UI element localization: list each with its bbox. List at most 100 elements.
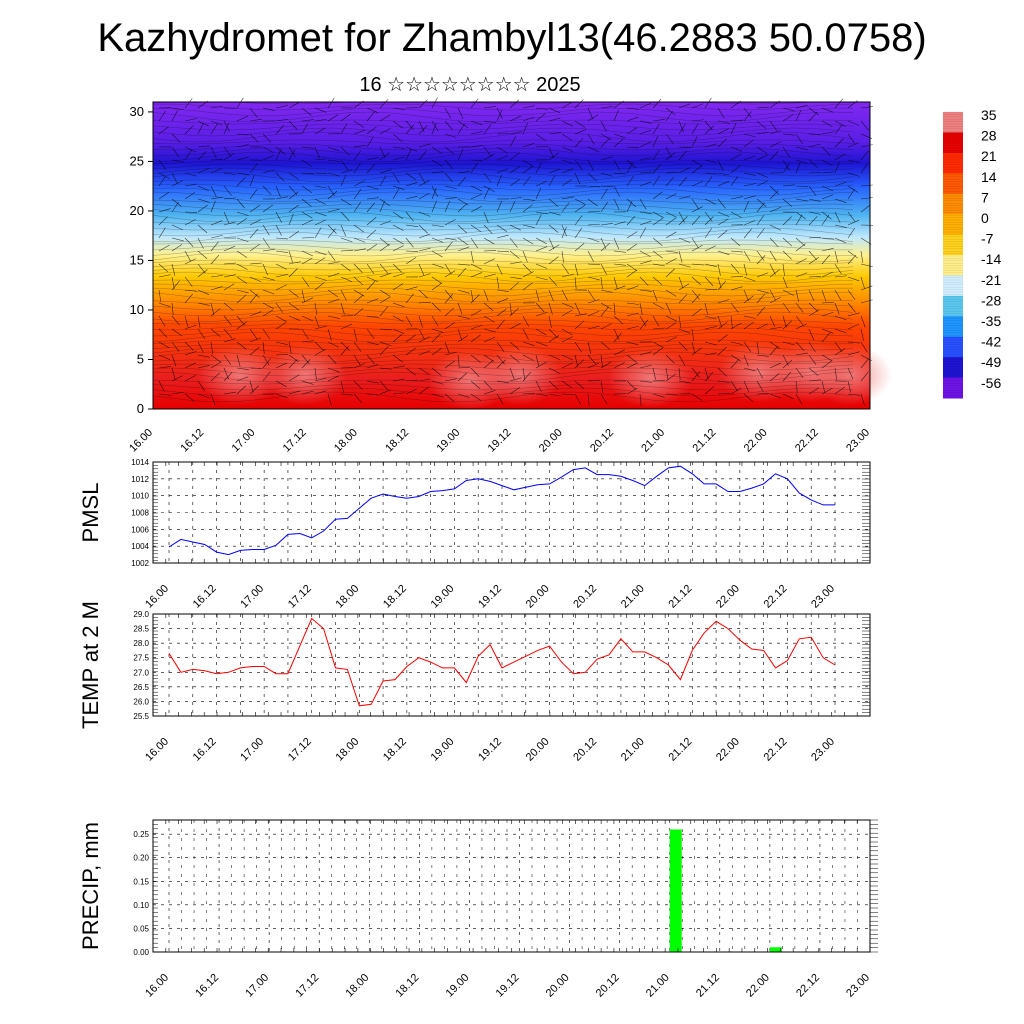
- wind-barb: [470, 380, 481, 389]
- wind-barb: [639, 157, 652, 161]
- wind-barb: [236, 97, 244, 109]
- wind-barb: [470, 185, 483, 192]
- wind-barb: [392, 188, 400, 200]
- wind-barb: [340, 211, 350, 221]
- wind-barb: [665, 250, 678, 253]
- wind-barb: [717, 128, 729, 135]
- wind-barb: [808, 289, 815, 302]
- wind-barb: [626, 285, 639, 291]
- wind-barb: [522, 367, 526, 380]
- isotherm-line: [152, 263, 854, 271]
- wind-barb: [353, 354, 361, 366]
- wind-barb: [535, 211, 548, 215]
- precip-xtick-label: 16.12: [193, 972, 221, 1000]
- wind-barb: [665, 193, 677, 200]
- wind-barb: [405, 315, 413, 327]
- wind-barb: [730, 286, 743, 291]
- wind-barb: [782, 159, 790, 171]
- wind-barb: [652, 163, 662, 174]
- wind-barb: [418, 192, 430, 200]
- wind-barb: [730, 322, 742, 330]
- wind-barb: [717, 334, 728, 343]
- wind-barb: [444, 200, 451, 213]
- wind-barb: [392, 133, 403, 142]
- wind-barb: [704, 176, 713, 187]
- wind-barb: [314, 211, 327, 217]
- wind-barb: [470, 159, 483, 162]
- wind-barb: [366, 156, 379, 161]
- wind-barb: [756, 341, 760, 354]
- isotherm-line: [152, 323, 854, 331]
- wind-barb: [626, 146, 639, 149]
- wind-barb: [847, 302, 856, 313]
- wind-barb: [288, 230, 300, 239]
- chart-title: Kazhydromet for Zhambyl13(46.2883 50.075…: [97, 16, 927, 60]
- wind-barb: [262, 154, 275, 161]
- wind-barb: [470, 130, 483, 135]
- wind-barb: [743, 133, 756, 138]
- wind-barb: [756, 367, 764, 379]
- wind-barb: [860, 184, 873, 187]
- wind-barb: [847, 380, 852, 393]
- wind-barb: [210, 220, 223, 226]
- wind-barb: [665, 211, 677, 218]
- wind-barb: [496, 354, 505, 365]
- wind-barb: [860, 106, 873, 109]
- wind-barb: [392, 146, 405, 149]
- wind-barb: [353, 248, 366, 252]
- wind-barb: [821, 271, 834, 278]
- wind-barb: [405, 347, 416, 356]
- isotherm-line: [152, 343, 854, 351]
- wind-barb: [496, 289, 509, 292]
- wind-barb: [405, 379, 418, 382]
- wind-barb: [717, 159, 724, 171]
- wind-barb: [821, 387, 833, 395]
- wind-barb: [769, 393, 782, 399]
- wind-barb: [457, 203, 467, 213]
- wind-barb: [665, 268, 675, 278]
- wind-barb: [314, 198, 326, 205]
- wind-barb: [574, 227, 583, 239]
- wind-barb: [470, 162, 478, 174]
- wind-barb: [483, 188, 490, 200]
- wind-barb: [756, 106, 769, 109]
- wind-barb: [678, 315, 682, 328]
- wind-barb: [834, 198, 847, 203]
- wind-barb: [340, 224, 347, 237]
- wind-barb: [691, 206, 703, 213]
- wind-barb: [223, 245, 236, 252]
- wind-barb: [821, 328, 834, 334]
- wind-barb: [834, 328, 847, 334]
- wind-barb: [275, 146, 286, 155]
- wind-barb: [288, 390, 301, 395]
- wind-barb: [340, 380, 345, 393]
- wind-barb: [353, 224, 364, 233]
- wind-barb: [353, 162, 361, 174]
- wind-barb: [379, 99, 389, 109]
- wind-barb: [756, 131, 769, 135]
- wind-barb: [457, 354, 460, 367]
- wind-barb: [574, 205, 586, 213]
- wind-barb: [353, 363, 366, 369]
- wind-barb: [197, 151, 207, 161]
- wind-barb: [691, 367, 700, 378]
- wind-barb: [509, 237, 518, 248]
- wind-barb: [483, 224, 493, 234]
- wind-barb: [535, 263, 548, 269]
- wind-barb: [496, 146, 508, 154]
- colorbar-label: 7: [981, 189, 989, 205]
- wind-barb: [691, 293, 701, 304]
- isotherm-line: [153, 101, 853, 105]
- wind-barb: [301, 289, 305, 302]
- wind-barb: [275, 105, 288, 109]
- wind-barb: [405, 195, 418, 200]
- heat-ytick-label: 0: [137, 401, 144, 416]
- wind-barb: [678, 237, 691, 243]
- wind-barb: [535, 145, 548, 148]
- wind-barb: [210, 234, 223, 239]
- wind-barb: [392, 354, 403, 363]
- wind-barb: [574, 243, 585, 252]
- wind-barb: [457, 246, 470, 252]
- wind-barb: [691, 289, 700, 300]
